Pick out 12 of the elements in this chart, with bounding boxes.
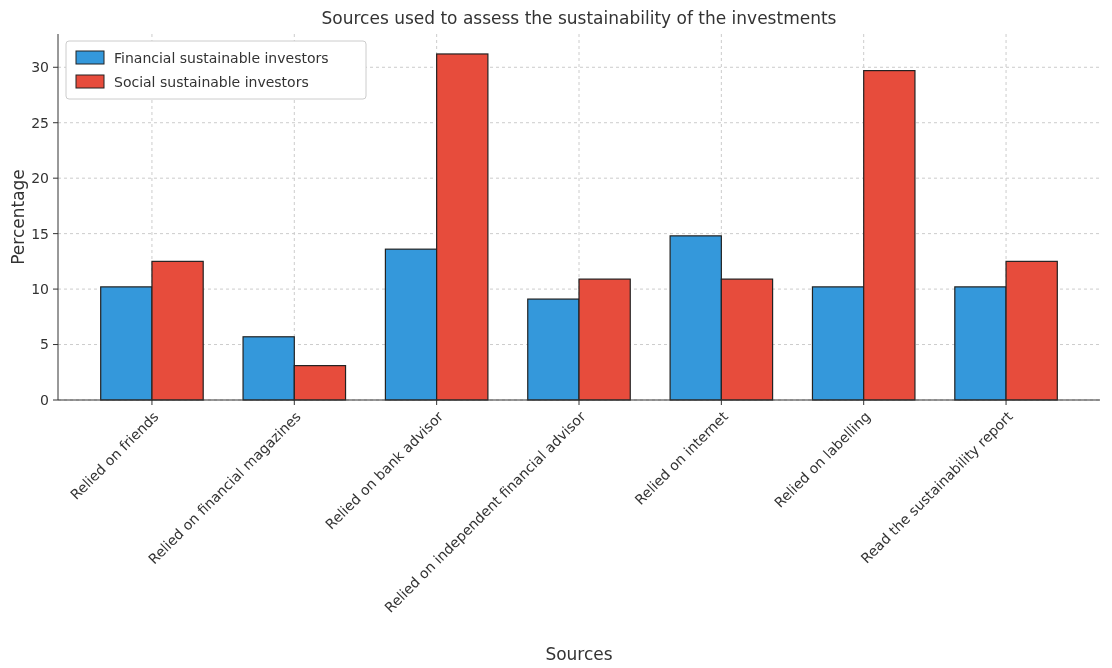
y-tick-label: 5 [40, 336, 49, 353]
chart-title: Sources used to assess the sustainability of the investments [321, 8, 837, 28]
y-tick-label: 0 [40, 391, 49, 408]
y-tick-label: 20 [31, 170, 49, 187]
y-tick-label: 10 [31, 280, 49, 297]
y-tick-label: 25 [31, 114, 49, 131]
legend-label: Social sustainable investors [114, 73, 309, 90]
x-axis-title: Sources [545, 644, 613, 664]
y-tick-label: 30 [31, 59, 49, 76]
legend-label: Financial sustainable investors [114, 49, 329, 66]
y-tick-label: 15 [31, 225, 49, 242]
y-axis-title: Percentage [8, 169, 28, 265]
